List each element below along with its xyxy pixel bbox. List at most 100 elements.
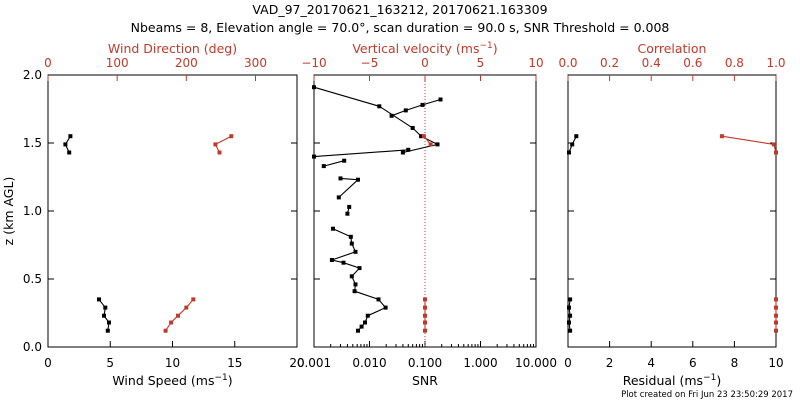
- snr-line: [338, 177, 360, 198]
- snr-point: [341, 260, 346, 265]
- snr-line: [313, 86, 440, 154]
- y-tick-label: 1.5: [23, 136, 42, 150]
- correlation-upper-point: [774, 150, 778, 155]
- wind-speed-point: [107, 320, 111, 325]
- wind-direction-point: [176, 313, 180, 318]
- wind-direction-point: [163, 328, 168, 333]
- top-tick-label: −10: [301, 56, 326, 70]
- residual-point: [568, 297, 573, 302]
- bottom-tick-label: 1.000: [463, 356, 497, 370]
- residual-point: [567, 320, 571, 325]
- top-tick-label: 100: [106, 56, 129, 70]
- top-tick-label: 10: [528, 56, 543, 70]
- bottom-tick-label: 8: [731, 356, 739, 370]
- snr-line: [313, 149, 409, 158]
- wind-direction-upper-point: [217, 150, 222, 155]
- top-axis-title: Wind Direction (deg): [108, 41, 237, 56]
- bottom-axis-title: Wind Speed (ms−1): [112, 373, 232, 388]
- snr-point: [356, 328, 360, 333]
- vertical-velocity-point: [423, 305, 427, 310]
- residual-point: [568, 328, 573, 333]
- residual-upper-point: [567, 150, 571, 155]
- wind-speed-upper-point: [68, 134, 73, 139]
- top-tick-label: 0: [421, 56, 429, 70]
- bottom-tick-label: 10: [768, 356, 783, 370]
- snr-point: [342, 158, 347, 163]
- snr-point: [363, 320, 367, 325]
- top-tick-label: 0: [44, 56, 52, 70]
- y-axis-title: z (km AGL): [1, 177, 16, 246]
- snr-line: [329, 228, 387, 332]
- wind-direction-point: [184, 305, 189, 310]
- vertical-velocity-point: [423, 328, 427, 333]
- wind-speed-point: [103, 305, 108, 310]
- bottom-tick-label: 0: [44, 356, 52, 370]
- figure-title-line2: Nbeams = 8, Elevation angle = 70.0°, sca…: [131, 20, 670, 35]
- vertical-velocity-point: [423, 313, 427, 318]
- top-tick-label: 0.2: [600, 56, 619, 70]
- residual-panel: 0 2 4 6 8 10 0.0 0.2 0.4 0.6 0.8 1.0 Residual (ms−1)…: [558, 41, 785, 388]
- snr-point: [403, 108, 408, 113]
- snr-point: [353, 249, 358, 254]
- y-tick-label: 2.0: [23, 68, 42, 82]
- snr-point: [352, 289, 357, 294]
- top-tick-label: 5: [477, 56, 485, 70]
- snr-point: [353, 282, 358, 287]
- snr-line: [323, 160, 345, 167]
- top-tick-label: 0.6: [683, 56, 702, 70]
- top-axis-title: Correlation: [638, 41, 707, 56]
- snr-point: [336, 195, 341, 200]
- bottom-tick-label: 15: [227, 356, 242, 370]
- top-axis-title: Vertical velocity (ms−1): [352, 41, 497, 56]
- bottom-tick-label: 2: [606, 356, 614, 370]
- bottom-tick-label: 0: [564, 356, 572, 370]
- wind-frame: [47, 74, 298, 348]
- snr-point: [349, 241, 354, 246]
- snr-point: [321, 164, 326, 169]
- bottom-tick-label: 20: [289, 356, 304, 370]
- correlation-upper-line: [721, 135, 777, 153]
- plot-footer: Plot created on Fri Jun 23 23:50:29 2017: [621, 390, 793, 400]
- snr-point: [420, 102, 425, 107]
- top-tick-label: 0.4: [642, 56, 661, 70]
- snr-point: [410, 126, 415, 130]
- snr-point: [400, 150, 405, 155]
- wind-direction-point: [191, 297, 196, 302]
- correlation-upper-point: [771, 142, 776, 147]
- wind-speed-point: [97, 297, 101, 302]
- vertical-velocity-upper-point: [421, 134, 426, 139]
- snr-point: [329, 258, 334, 262]
- residual-upper-point: [574, 134, 579, 139]
- snr-panel: 0.001 0.010 0.100 1.000 10.000 −10 −5 0 5 10 SNR Ve…: [297, 41, 557, 388]
- bottom-tick-label: 4: [647, 356, 655, 370]
- wind-direction-upper-line: [214, 135, 232, 153]
- snr-point: [349, 274, 354, 279]
- snr-point: [357, 266, 362, 271]
- bottom-tick-label: 0.010: [352, 356, 386, 370]
- snr-point: [347, 204, 352, 209]
- wind-speed-point: [102, 313, 106, 318]
- bottom-tick-label: 6: [689, 356, 697, 370]
- bottom-tick-label: 10: [165, 356, 180, 370]
- correlation-point: [774, 313, 778, 318]
- correlation-point: [774, 320, 778, 325]
- bottom-tick-label: 0.001: [297, 356, 331, 370]
- snr-point: [356, 177, 360, 182]
- top-tick-label: 300: [244, 56, 267, 70]
- vertical-velocity-upper-point: [428, 142, 433, 147]
- snr-point: [338, 176, 343, 181]
- residual-frame: [567, 74, 777, 348]
- snr-point: [365, 313, 370, 318]
- wind-direction-point: [169, 320, 174, 325]
- correlation-point: [774, 305, 778, 310]
- y-tick-label: 1.0: [23, 204, 42, 218]
- wind-direction-upper-point: [229, 134, 234, 139]
- snr-point: [359, 324, 364, 329]
- y-tick-label: 0.0: [23, 340, 42, 354]
- snr-point: [312, 85, 316, 90]
- snr-point: [406, 147, 411, 152]
- snr-point: [348, 234, 353, 239]
- residual-upper-point: [570, 142, 575, 147]
